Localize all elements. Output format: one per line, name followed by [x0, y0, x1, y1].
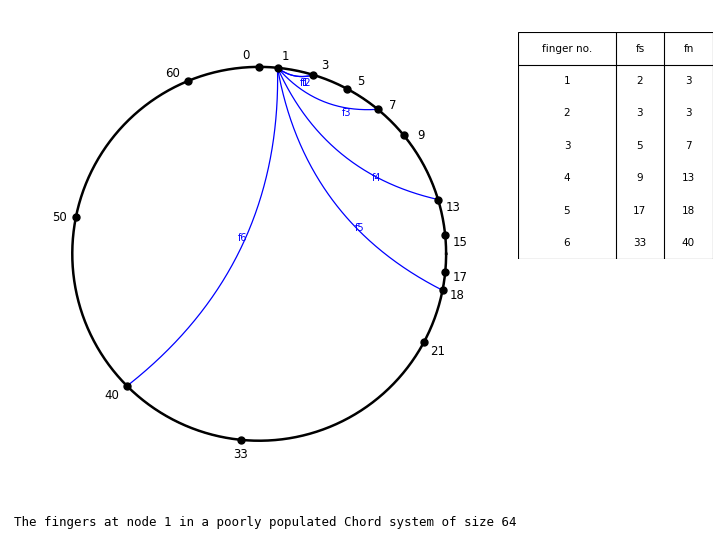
Text: f6: f6 [238, 233, 248, 242]
Text: 18: 18 [450, 289, 465, 302]
Text: 40: 40 [104, 389, 120, 402]
Text: 1: 1 [564, 76, 570, 86]
Text: 5: 5 [636, 141, 643, 151]
Text: 33: 33 [634, 238, 647, 248]
Text: f2: f2 [302, 78, 312, 89]
Text: 2: 2 [636, 76, 643, 86]
Text: 1: 1 [282, 50, 289, 63]
Text: 33: 33 [233, 448, 248, 461]
Text: finger no.: finger no. [542, 44, 592, 53]
Text: 7: 7 [685, 141, 692, 151]
Text: 5: 5 [564, 206, 570, 215]
Text: 5: 5 [356, 75, 364, 88]
Text: 9: 9 [636, 173, 643, 183]
Text: 13: 13 [682, 173, 695, 183]
Text: 18: 18 [682, 206, 695, 215]
Text: fn: fn [683, 44, 693, 53]
Text: 0: 0 [243, 49, 250, 62]
Text: 17: 17 [634, 206, 647, 215]
Text: 50: 50 [52, 211, 66, 224]
Text: f4: f4 [372, 173, 382, 184]
Text: 3: 3 [564, 141, 570, 151]
Text: 15: 15 [453, 237, 467, 249]
Text: fs: fs [635, 44, 644, 53]
Text: The fingers at node 1 in a poorly populated Chord system of size 64: The fingers at node 1 in a poorly popula… [14, 516, 517, 529]
Text: 17: 17 [453, 271, 468, 284]
Text: f5: f5 [355, 222, 365, 233]
Text: 60: 60 [166, 67, 180, 80]
Text: 3: 3 [636, 109, 643, 118]
Text: f1: f1 [300, 78, 310, 88]
Text: f3: f3 [341, 108, 351, 118]
Text: 3: 3 [685, 76, 692, 86]
Text: 21: 21 [430, 345, 445, 358]
Text: 4: 4 [564, 173, 570, 183]
Text: 6: 6 [564, 238, 570, 248]
Text: 7: 7 [389, 99, 397, 112]
Text: 9: 9 [417, 129, 424, 141]
Text: 3: 3 [685, 109, 692, 118]
Text: 3: 3 [321, 59, 328, 72]
Text: 2: 2 [564, 109, 570, 118]
Text: 40: 40 [682, 238, 695, 248]
Text: 13: 13 [446, 200, 461, 213]
